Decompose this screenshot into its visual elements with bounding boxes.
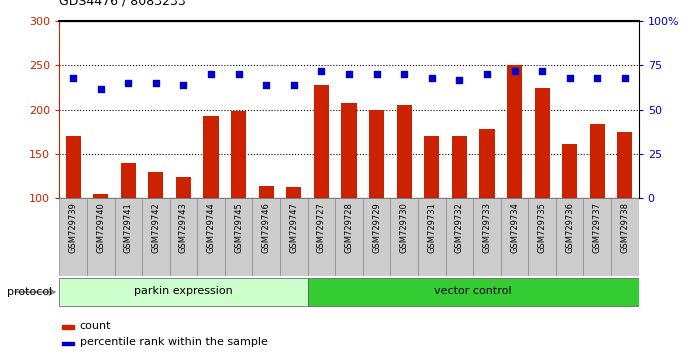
- Text: count: count: [80, 321, 111, 331]
- Bar: [176, 177, 191, 198]
- Text: GSM729729: GSM729729: [372, 202, 381, 253]
- Bar: [562, 144, 577, 198]
- FancyBboxPatch shape: [114, 198, 142, 276]
- Text: GSM729737: GSM729737: [593, 202, 602, 253]
- Bar: [480, 129, 494, 198]
- Text: GSM729732: GSM729732: [455, 202, 464, 253]
- Text: GDS4476 / 8083233: GDS4476 / 8083233: [59, 0, 186, 7]
- Text: GSM729741: GSM729741: [124, 202, 133, 253]
- FancyBboxPatch shape: [611, 198, 639, 276]
- FancyBboxPatch shape: [142, 198, 170, 276]
- Text: GSM729739: GSM729739: [68, 202, 77, 253]
- Text: GSM729727: GSM729727: [317, 202, 326, 253]
- Bar: [341, 103, 357, 198]
- Point: [150, 80, 161, 86]
- Bar: [121, 163, 136, 198]
- Point: [619, 75, 630, 81]
- Text: GSM729731: GSM729731: [427, 202, 436, 253]
- Bar: [204, 116, 218, 198]
- Point: [123, 80, 134, 86]
- Bar: [286, 187, 302, 198]
- FancyBboxPatch shape: [363, 198, 390, 276]
- Bar: [507, 65, 522, 198]
- Point: [371, 72, 383, 77]
- FancyBboxPatch shape: [198, 198, 225, 276]
- Text: GSM729744: GSM729744: [207, 202, 216, 253]
- Text: GSM729730: GSM729730: [400, 202, 408, 253]
- Text: GSM729738: GSM729738: [621, 202, 630, 253]
- Point: [233, 72, 244, 77]
- FancyBboxPatch shape: [445, 198, 473, 276]
- Text: vector control: vector control: [434, 286, 512, 296]
- FancyBboxPatch shape: [59, 278, 308, 306]
- FancyBboxPatch shape: [253, 198, 280, 276]
- Bar: [66, 136, 81, 198]
- Point: [537, 68, 548, 74]
- Point: [399, 72, 410, 77]
- Text: GSM729742: GSM729742: [151, 202, 161, 253]
- Text: GSM729728: GSM729728: [345, 202, 353, 253]
- Text: parkin expression: parkin expression: [134, 286, 233, 296]
- Bar: [62, 325, 74, 329]
- Bar: [396, 105, 412, 198]
- Text: GSM729745: GSM729745: [234, 202, 243, 253]
- Point: [68, 75, 79, 81]
- FancyBboxPatch shape: [584, 198, 611, 276]
- Bar: [535, 88, 550, 198]
- Bar: [314, 85, 329, 198]
- FancyBboxPatch shape: [473, 198, 500, 276]
- FancyBboxPatch shape: [556, 198, 584, 276]
- Point: [343, 72, 355, 77]
- FancyBboxPatch shape: [528, 198, 556, 276]
- FancyBboxPatch shape: [418, 198, 445, 276]
- FancyBboxPatch shape: [335, 198, 363, 276]
- Point: [592, 75, 603, 81]
- FancyBboxPatch shape: [87, 198, 114, 276]
- Bar: [231, 110, 246, 198]
- Bar: [369, 110, 384, 198]
- Bar: [452, 136, 467, 198]
- Point: [315, 68, 327, 74]
- FancyBboxPatch shape: [500, 198, 528, 276]
- Point: [288, 82, 299, 88]
- Text: GSM729746: GSM729746: [262, 202, 271, 253]
- Point: [564, 75, 575, 81]
- Text: GSM729734: GSM729734: [510, 202, 519, 253]
- Point: [482, 72, 493, 77]
- Text: percentile rank within the sample: percentile rank within the sample: [80, 337, 267, 347]
- FancyBboxPatch shape: [390, 198, 418, 276]
- FancyBboxPatch shape: [225, 198, 253, 276]
- Bar: [93, 194, 108, 198]
- Point: [426, 75, 438, 81]
- Text: GSM729740: GSM729740: [96, 202, 105, 253]
- Point: [509, 68, 520, 74]
- Bar: [148, 172, 163, 198]
- Text: protocol: protocol: [7, 287, 52, 297]
- Text: GSM729736: GSM729736: [565, 202, 574, 253]
- FancyBboxPatch shape: [308, 198, 335, 276]
- FancyBboxPatch shape: [170, 198, 198, 276]
- FancyBboxPatch shape: [308, 278, 639, 306]
- Point: [178, 82, 189, 88]
- Text: GSM729747: GSM729747: [290, 202, 298, 253]
- Bar: [259, 186, 274, 198]
- Bar: [62, 342, 74, 345]
- Text: GSM729743: GSM729743: [179, 202, 188, 253]
- Bar: [617, 132, 632, 198]
- Point: [260, 82, 272, 88]
- Bar: [424, 136, 439, 198]
- FancyBboxPatch shape: [280, 198, 308, 276]
- Text: GSM729735: GSM729735: [537, 202, 547, 253]
- Point: [454, 77, 465, 82]
- FancyBboxPatch shape: [59, 198, 87, 276]
- Text: GSM729733: GSM729733: [482, 202, 491, 253]
- Point: [95, 86, 106, 91]
- Bar: [590, 124, 605, 198]
- Point: [205, 72, 216, 77]
